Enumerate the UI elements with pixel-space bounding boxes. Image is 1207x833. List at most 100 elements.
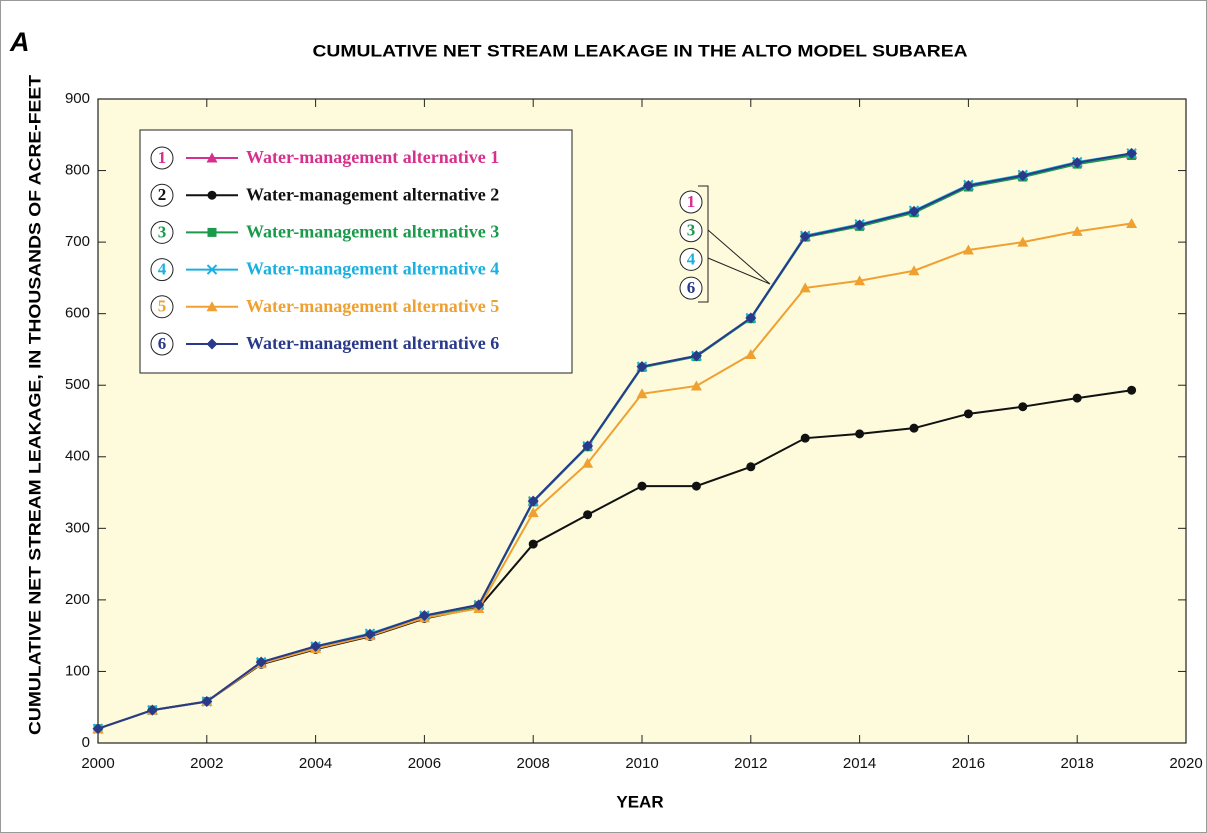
legend-label: Water-management alternative 5 bbox=[246, 296, 499, 316]
x-tick-label: 2010 bbox=[625, 755, 658, 772]
legend-marker bbox=[206, 301, 218, 312]
data-point bbox=[527, 495, 539, 507]
y-tick-label: 900 bbox=[65, 90, 90, 107]
legend-number: 6 bbox=[158, 334, 167, 353]
y-tick-label: 600 bbox=[65, 305, 90, 322]
data-point bbox=[364, 628, 376, 640]
y-tick-label: 100 bbox=[65, 662, 90, 679]
data-point bbox=[637, 481, 647, 491]
x-tick-label: 2006 bbox=[408, 755, 441, 772]
legend-label: Water-management alternative 4 bbox=[246, 259, 499, 279]
y-tick-label: 300 bbox=[65, 519, 90, 536]
data-point bbox=[201, 695, 213, 707]
callout-number: 6 bbox=[687, 278, 696, 297]
callout-leader bbox=[707, 229, 771, 285]
data-point bbox=[799, 230, 811, 242]
x-tick-label: 2008 bbox=[517, 755, 550, 772]
legend-circle bbox=[150, 258, 174, 282]
data-point bbox=[1071, 225, 1083, 236]
legend-circle bbox=[150, 146, 174, 170]
data-point bbox=[855, 429, 865, 439]
data-point bbox=[146, 704, 158, 716]
legend-marker bbox=[207, 190, 217, 200]
legend-circle bbox=[150, 332, 174, 356]
data-point bbox=[1126, 218, 1138, 229]
data-point bbox=[1072, 393, 1082, 403]
data-point bbox=[418, 610, 430, 622]
data-point bbox=[310, 640, 322, 652]
x-tick-label: 2016 bbox=[952, 755, 985, 772]
data-point bbox=[583, 510, 593, 520]
data-point bbox=[963, 409, 973, 419]
data-point bbox=[746, 462, 756, 472]
legend-number: 1 bbox=[158, 148, 167, 167]
x-tick-label: 2004 bbox=[299, 755, 332, 772]
legend-marker bbox=[206, 264, 218, 275]
data-point bbox=[691, 481, 701, 491]
data-point bbox=[1017, 170, 1029, 182]
legend-circle bbox=[150, 183, 174, 207]
x-tick-label: 2000 bbox=[81, 755, 114, 772]
data-point bbox=[745, 312, 757, 324]
callout-circle bbox=[679, 247, 703, 271]
data-point bbox=[636, 388, 648, 399]
data-point bbox=[800, 433, 810, 443]
data-point bbox=[962, 244, 974, 255]
data-point bbox=[582, 457, 594, 468]
legend-number: 5 bbox=[158, 297, 167, 316]
callout-circle bbox=[679, 190, 703, 214]
callout-number: 3 bbox=[687, 221, 696, 240]
data-point bbox=[745, 348, 757, 359]
y-tick-label: 400 bbox=[65, 448, 90, 465]
data-point bbox=[690, 350, 702, 362]
data-point bbox=[1018, 402, 1028, 412]
data-point bbox=[908, 205, 920, 217]
legend-label: Water-management alternative 3 bbox=[246, 222, 499, 242]
data-point bbox=[1071, 157, 1083, 169]
data-point bbox=[1126, 147, 1138, 159]
legend-number: 4 bbox=[158, 260, 167, 279]
data-point bbox=[636, 361, 648, 373]
legend-label: Water-management alternative 1 bbox=[246, 147, 499, 167]
data-point bbox=[92, 723, 104, 735]
data-point bbox=[909, 423, 919, 433]
data-point bbox=[473, 599, 485, 611]
x-tick-label: 2012 bbox=[734, 755, 767, 772]
data-point bbox=[1017, 236, 1029, 247]
y-axis-label: CUMULATIVE NET STREAM LEAKAGE, IN THOUSA… bbox=[25, 74, 44, 735]
legend-number: 2 bbox=[158, 185, 167, 204]
chart-title: CUMULATIVE NET STREAM LEAKAGE IN THE ALT… bbox=[313, 41, 968, 60]
legend-marker bbox=[206, 152, 218, 163]
legend-marker bbox=[207, 227, 217, 237]
legend-label: Water-management alternative 2 bbox=[246, 184, 499, 204]
legend-circle bbox=[150, 295, 174, 319]
callout-circle bbox=[679, 276, 703, 300]
data-point bbox=[799, 282, 811, 293]
data-point bbox=[854, 275, 866, 286]
legend-label: Water-management alternative 6 bbox=[246, 333, 499, 353]
y-tick-label: 700 bbox=[65, 233, 90, 250]
legend-number: 3 bbox=[158, 222, 167, 241]
data-point bbox=[690, 380, 702, 391]
x-tick-label: 2002 bbox=[190, 755, 223, 772]
y-tick-label: 500 bbox=[65, 376, 90, 393]
data-point bbox=[962, 180, 974, 192]
legend-marker bbox=[206, 338, 218, 350]
series-line bbox=[97, 152, 1132, 730]
x-tick-label: 2020 bbox=[1169, 755, 1202, 772]
y-tick-label: 0 bbox=[82, 734, 90, 751]
callout-number: 4 bbox=[687, 249, 696, 268]
data-point bbox=[527, 507, 539, 518]
y-tick-label: 200 bbox=[65, 591, 90, 608]
panel-label: A bbox=[9, 27, 30, 57]
x-tick-label: 2018 bbox=[1061, 755, 1094, 772]
data-point bbox=[908, 265, 920, 276]
callout-bracket bbox=[698, 185, 709, 303]
callout-circle bbox=[679, 219, 703, 243]
data-point bbox=[1127, 385, 1137, 395]
x-tick-label: 2014 bbox=[843, 755, 876, 772]
x-axis-label: YEAR bbox=[616, 792, 663, 811]
data-point bbox=[854, 219, 866, 231]
legend-box bbox=[139, 129, 573, 374]
